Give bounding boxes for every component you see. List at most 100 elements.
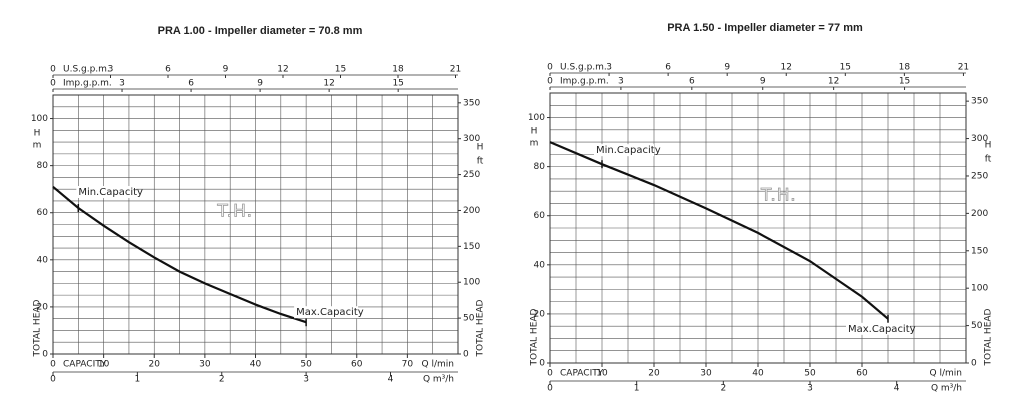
annotation-background	[594, 144, 654, 157]
y2-tick-label: 350	[971, 97, 988, 107]
secondary-tick-label: 12	[781, 63, 792, 73]
y2-tick-label: 150	[971, 246, 988, 256]
x-tick-label: 40	[752, 369, 764, 379]
secondary-tick-label: 0	[50, 65, 56, 75]
annotation-background	[294, 306, 359, 319]
secondary-tick-label: 18	[899, 63, 911, 73]
chart-title: PRA 1.50 - Impeller diameter = 77 mm	[667, 22, 863, 34]
y2-tick-label: 350	[463, 98, 480, 108]
y-tick-label: 100	[31, 114, 48, 124]
secondary-tick-label: 3	[618, 77, 624, 87]
series-label: T.H.	[760, 186, 797, 206]
y-tick-label: 0	[42, 350, 48, 360]
x-axis-label: Q l/min	[422, 360, 454, 370]
x-axis-label: Q l/min	[930, 369, 962, 379]
secondary-tick-label: 0	[547, 77, 553, 87]
secondary-tick-label: 21	[958, 63, 969, 73]
y2-tick-label: 100	[463, 278, 480, 288]
series-label: T.H.	[216, 202, 253, 222]
y-axis-title: TOTAL HEAD	[530, 308, 540, 366]
secondary-tick-label: 3	[807, 384, 813, 394]
annotation: Min.Capacity	[78, 187, 143, 198]
x-tick-label: 70	[402, 360, 414, 370]
y-axis-unit: m	[33, 141, 42, 151]
secondary-tick-label: 6	[188, 79, 194, 89]
secondary-tick-label: 9	[760, 77, 766, 87]
secondary-axis-label: Q m³/h	[931, 384, 962, 394]
annotation: Max.Capacity	[848, 324, 916, 335]
x-tick-label: 40	[250, 360, 262, 370]
x-tick-label: 10	[596, 369, 608, 379]
secondary-tick-label: 0	[50, 375, 56, 385]
y2-tick-label: 250	[463, 170, 480, 180]
secondary-tick-label: 9	[724, 63, 730, 73]
secondary-tick-label: 0	[547, 63, 553, 73]
y2-tick-label: 200	[971, 209, 988, 219]
y-axis-title: TOTAL HEAD	[33, 299, 43, 357]
chart-title: PRA 1.00 - Impeller diameter = 70.8 mm	[158, 25, 363, 37]
x-tick-label: 10	[98, 360, 110, 370]
secondary-tick-label: 2	[720, 384, 726, 394]
annotation: Min.Capacity	[596, 145, 661, 156]
secondary-axis-label: U.S.g.p.m.	[63, 65, 110, 75]
secondary-tick-label: 2	[219, 375, 225, 385]
secondary-tick-label: 15	[392, 79, 403, 89]
secondary-tick-label: 9	[223, 65, 229, 75]
y-tick-label: 40	[37, 255, 49, 265]
secondary-tick-label: 3	[606, 63, 612, 73]
annotation: Max.Capacity	[296, 307, 364, 318]
secondary-tick-label: 15	[840, 63, 851, 73]
secondary-tick-label: 0	[50, 79, 56, 89]
y2-tick-label: 0	[463, 350, 469, 360]
x-tick-label: 50	[300, 360, 312, 370]
y-axis-label: H	[531, 127, 538, 137]
secondary-tick-label: 18	[392, 65, 404, 75]
secondary-tick-label: 15	[335, 65, 346, 75]
secondary-tick-label: 3	[119, 79, 125, 89]
y-axis-unit: m	[530, 139, 539, 149]
secondary-tick-label: 4	[388, 375, 394, 385]
y2-axis-label: H	[477, 143, 484, 153]
y2-tick-label: 300	[463, 134, 480, 144]
y-tick-label: 40	[534, 260, 546, 270]
x-tick-label: 0	[547, 369, 553, 379]
secondary-tick-label: 12	[277, 65, 288, 75]
y-axis-label: H	[34, 129, 41, 139]
y2-tick-label: 200	[463, 206, 480, 216]
y-tick-label: 0	[539, 359, 545, 369]
secondary-tick-label: 9	[257, 79, 263, 89]
y-tick-label: 60	[37, 208, 49, 218]
chart: PRA 1.00 - Impeller diameter = 70.8 mm 0 1…	[31, 25, 486, 385]
secondary-tick-label: 6	[689, 77, 695, 87]
x-tick-label: 30	[700, 369, 712, 379]
y2-tick-label: 100	[971, 284, 988, 294]
x-tick-label: 20	[648, 369, 660, 379]
secondary-tick-label: 3	[303, 375, 309, 385]
chart: PRA 1.50 - Impeller diameter = 77 mm 0 10 2…	[528, 22, 994, 394]
y-tick-label: 60	[534, 211, 546, 221]
y2-tick-label: 300	[971, 134, 988, 144]
x-caption: CAPACITY	[63, 360, 107, 370]
secondary-tick-label: 12	[323, 79, 334, 89]
x-tick-label: 0	[50, 360, 56, 370]
x-tick-label: 30	[199, 360, 211, 370]
y-tick-label: 80	[37, 161, 49, 171]
y2-tick-label: 0	[971, 359, 977, 369]
y-tick-label: 20	[37, 302, 49, 312]
x-tick-label: 50	[804, 369, 816, 379]
y-tick-label: 80	[534, 162, 546, 172]
secondary-tick-label: 15	[899, 77, 910, 87]
pump-curve	[549, 141, 889, 320]
y2-axis-title: TOTAL HEAD	[984, 308, 994, 366]
y2-tick-label: 250	[971, 171, 988, 181]
y2-axis-title: TOTAL HEAD	[476, 299, 486, 357]
y2-tick-label: 150	[463, 242, 480, 252]
x-tick-label: 60	[856, 369, 868, 379]
secondary-tick-label: 6	[165, 65, 171, 75]
secondary-axis-label: U.S.g.p.m.	[560, 63, 607, 73]
y2-tick-label: 50	[971, 321, 983, 331]
secondary-axis-label: Q m³/h	[423, 375, 454, 385]
annotation-background	[76, 186, 137, 199]
y2-axis-unit: ft	[985, 155, 992, 165]
